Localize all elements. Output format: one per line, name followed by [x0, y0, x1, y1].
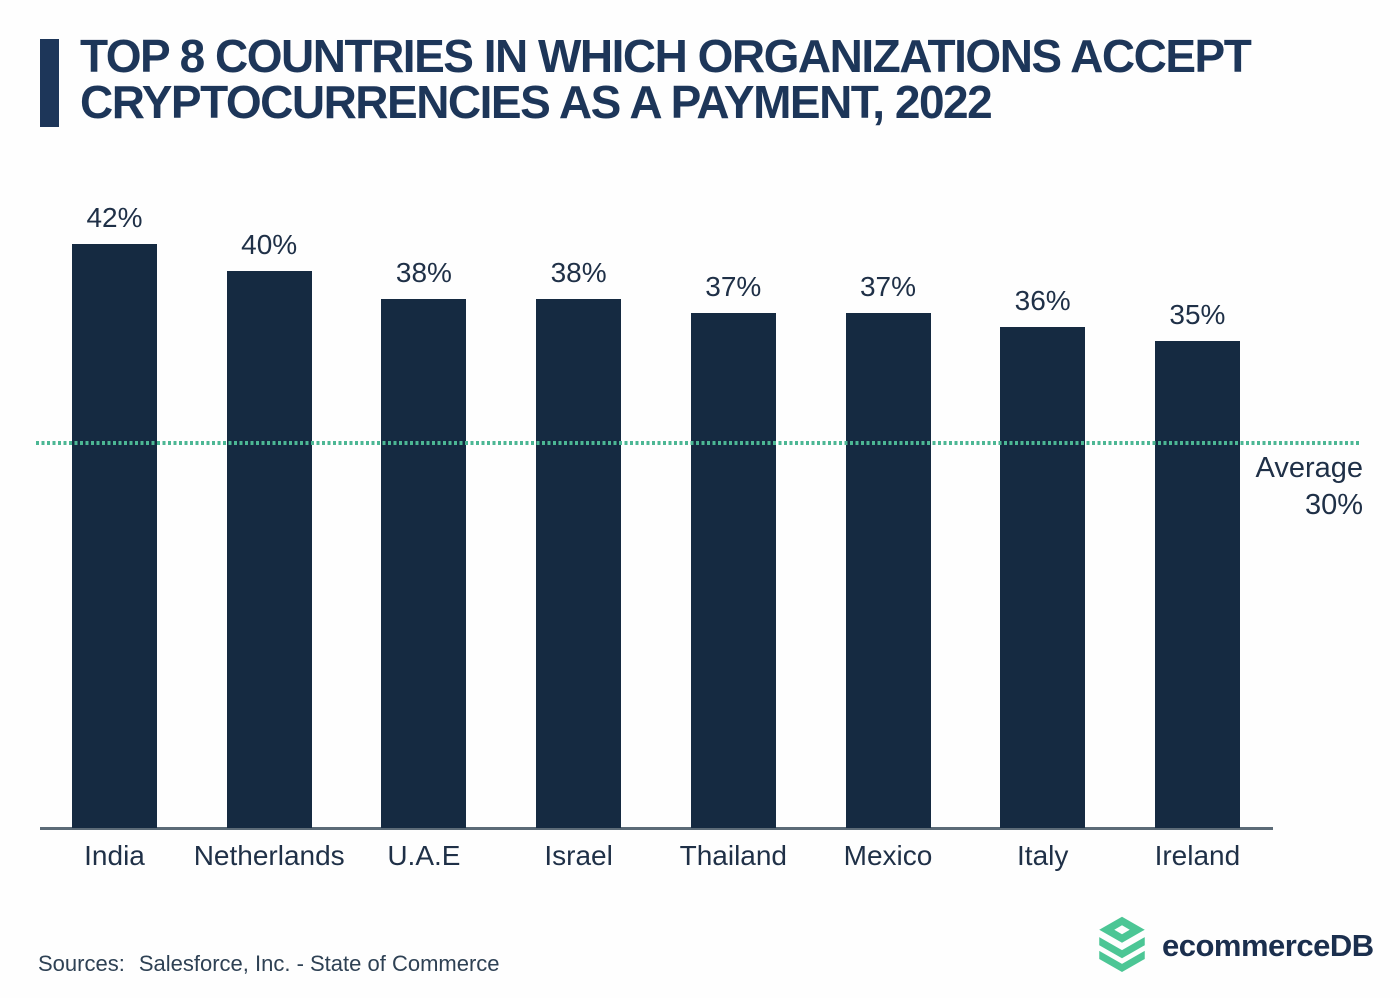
x-axis-label: Ireland — [1154, 840, 1241, 871]
bar-ireland — [1154, 341, 1240, 828]
bar-value-label: 37% — [859, 271, 917, 303]
average-label-value: 30% — [1304, 489, 1363, 521]
x-axis-label: Israel — [544, 840, 613, 871]
x-axis-label: Thailand — [679, 840, 787, 871]
bar-value-label: 35% — [1169, 299, 1226, 331]
source-note: Sources: Salesforce, Inc. - State of Comm… — [38, 951, 500, 977]
bar-india — [72, 243, 157, 828]
bar-value-label: 36% — [1014, 285, 1071, 317]
bar-u-a-e — [381, 299, 467, 828]
logo-text: ecommerceDB — [1162, 928, 1374, 963]
average-label-text: Average — [1255, 452, 1364, 484]
bar-italy — [1000, 327, 1086, 828]
x-axis-label: Italy — [1017, 840, 1069, 871]
bar-netherlands — [226, 271, 312, 828]
bar-thailand — [690, 313, 776, 828]
title-accent-bar — [40, 39, 59, 127]
x-axis-label: Netherlands — [193, 840, 345, 871]
x-axis-label: Mexico — [843, 840, 933, 871]
stacked-layers-icon — [1096, 916, 1148, 976]
bar-chart: 42% India 40% Netherlands 38% U.A.E 38% Israel 3… — [40, 190, 1370, 871]
bar-israel — [536, 299, 622, 828]
bar-value-label: 42% — [86, 201, 143, 233]
source-text: Salesforce, Inc. - State of Commerce — [138, 951, 500, 976]
ecommercedb-logo: ecommerceDB — [1096, 914, 1374, 978]
bar-mexico — [845, 313, 931, 828]
x-axis-line — [40, 827, 1273, 830]
bar-value-label: 38% — [395, 257, 452, 289]
average-line-label: Average 30% — [1256, 450, 1364, 524]
bar-value-label: 37% — [705, 271, 762, 303]
page-title: TOP 8 COUNTRIES IN WHICH ORGANIZATIONS A… — [80, 30, 1252, 128]
page-title-line-2: CRYPTOCURRENCIES AS A PAYMENT, 2022 — [80, 76, 993, 128]
page-title-line-1: TOP 8 COUNTRIES IN WHICH ORGANIZATIONS A… — [80, 30, 1252, 82]
bar-value-label: 40% — [241, 229, 298, 261]
x-axis-label: India — [84, 840, 145, 871]
average-reference-line — [36, 441, 1361, 445]
bar-value-label: 38% — [550, 257, 607, 289]
source-prefix: Sources: — [38, 951, 125, 976]
x-axis-label: U.A.E — [387, 840, 461, 871]
